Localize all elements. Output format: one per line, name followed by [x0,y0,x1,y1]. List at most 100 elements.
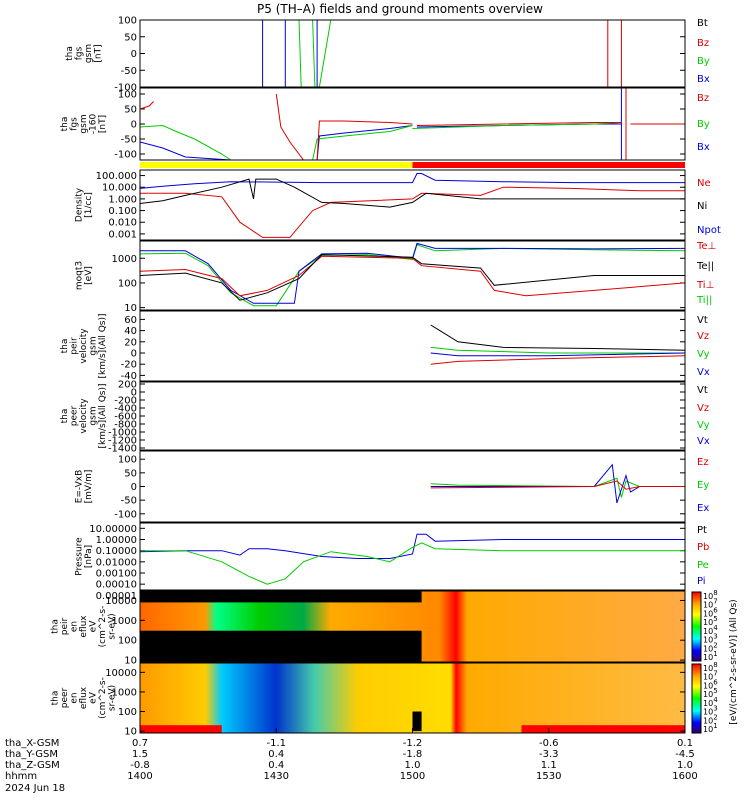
mode-bar-segment [140,162,413,168]
y-axis-label-line: peir [60,617,70,635]
legend-3: Ti⊥ [696,280,714,291]
panel-2: 100 50 0 -50 -100 thafgsgsm-160[nT] Bz By Bx [60,87,710,161]
series-Npot-line [140,173,685,189]
panel-7: 100 50 0 -50 -100 E=-VxB[mV/m] Ez Ey Ex [74,450,709,523]
date-label: 2024 Jun 18 [5,783,65,794]
legend-1: Ne [697,178,711,189]
legend-4: Vx [697,436,710,447]
y-tick-label: -1000 [108,428,137,439]
legend-3: Vy [697,349,710,360]
y-axis-label: moqt3[eV] [74,261,94,290]
series-Bz-line [275,93,304,160]
y-tick-label: 0.100 [108,206,137,217]
spectrogram-gap [140,630,422,662]
y-tick-label: 0.00100 [96,568,137,579]
colorbar-tick-label: 107 [703,598,718,610]
y-tick-label: -600 [114,412,137,423]
y-tick-label: 0.01000 [96,557,137,568]
colorbar-tick-label: 101 [703,650,718,662]
orbit-value: 0.1 [677,738,693,749]
y-tick-label: -50 [121,496,137,507]
y-axis-label-line: fgs [74,46,84,60]
y-tick-label: 0.00001 [96,591,137,602]
y-tick-label: 100 [118,707,137,718]
panel-frame [139,522,686,591]
mode-bar-segment [412,162,685,168]
legend-2: By [697,119,710,130]
colorbar-tick-label: 104 [703,624,718,636]
panel-9: 10000 1000 100 10 thapeirenefluxeV(cm^2-s-sr… [51,590,686,667]
y-axis-label-line: Pressure [74,537,84,576]
legend-2: Pb [697,542,709,553]
orbit-row-label: tha_X-GSM [5,738,59,749]
series-Bx-line [140,141,231,160]
y-axis-label-line: (cm^2-s- [98,606,108,648]
series-By-line [298,20,302,87]
series-By-line [140,124,232,160]
panel-frame [139,87,686,161]
legend-2: Vz [697,331,709,342]
y-axis-label-line: tha [60,409,70,424]
orbit-value: 0.4 [268,760,284,771]
x-tick-label: 1500 [400,771,425,782]
legend-2: Ni [697,201,707,212]
y-axis-label-line: [eV] [84,266,94,285]
legend-1: Bz [697,93,709,104]
legend-2: Bz [697,38,709,49]
y-tick-label: 0 [131,388,137,399]
y-axis-label-line: gsm [84,44,94,63]
y-axis-label-line: eflux [79,615,89,638]
y-axis-label-line: en [70,621,80,632]
panel-frame [139,169,686,241]
x-axis-label: hhmm [5,771,37,782]
y-axis-label-line: tha [51,691,61,706]
y-tick-label: -100 [114,509,137,520]
series-Te⊥-line [140,255,685,297]
y-tick-label: 60 [124,315,137,326]
colorbar-tick-label: 102 [703,641,718,653]
y-tick-label: 0 [131,349,137,360]
figure-title: P5 (TH–A) fields and ground moments over… [257,2,543,16]
orbit-value: -0.6 [539,738,559,749]
y-axis-label: thapeirenefluxeV(cm^2-s-sr-eV) [51,606,118,648]
legend-3: Npot [697,225,721,236]
y-tick-label: 10000 [105,668,137,679]
orbit-value: 0.7 [132,738,148,749]
series-By-line [312,125,413,160]
orbit-row-label: tha_Z-GSM [5,760,60,771]
legend-3: By [697,56,710,67]
y-axis-label-line: Density [74,187,84,222]
y-tick-label: 1000 [112,687,137,698]
spectrogram-gap [412,711,422,732]
y-tick-label: 50 [124,32,137,43]
y-axis-label-line: eV [89,620,99,633]
series-By-line [312,20,316,87]
colorbar-tick-label: 105 [703,687,718,699]
y-axis-label-line: eflux [79,686,89,709]
orbit-value: -1.2 [403,738,423,749]
series-Bz-line [416,122,622,126]
y-axis-label: thafgsgsm-160[nT] [60,114,108,135]
colorbar-tick-label: 108 [703,661,718,673]
orbit-value: -1.1 [266,738,286,749]
y-axis-label: Pressure[nPa] [74,537,94,576]
y-tick-label: -400 [114,404,137,415]
colorbar-2 [691,663,702,734]
y-tick-label: 0.010 [108,218,137,229]
series-Pe-line [140,542,685,585]
y-tick-label: 20 [124,337,137,348]
y-tick-label: -200 [114,396,137,407]
legend-4: Ti|| [696,295,712,306]
y-tick-label: 200 [118,380,137,391]
colorbar-label: [eV/(cm^2-s-sr-eV)] (All Qs) [729,599,739,724]
y-axis-label: Density[1/cc] [74,187,94,222]
series-Ez-line [430,480,685,490]
spectrogram-gap [140,591,422,603]
y-tick-label: 1.000 [108,194,137,205]
legend-4: Vx [697,367,710,378]
y-axis-label: thafgsgsm[nT] [65,44,104,63]
colorbar-tick-label: 107 [703,670,718,682]
y-tick-label: 10000 [105,596,137,607]
colorbar-tick-label: 106 [703,678,718,690]
y-tick-label: 10 [124,656,137,667]
